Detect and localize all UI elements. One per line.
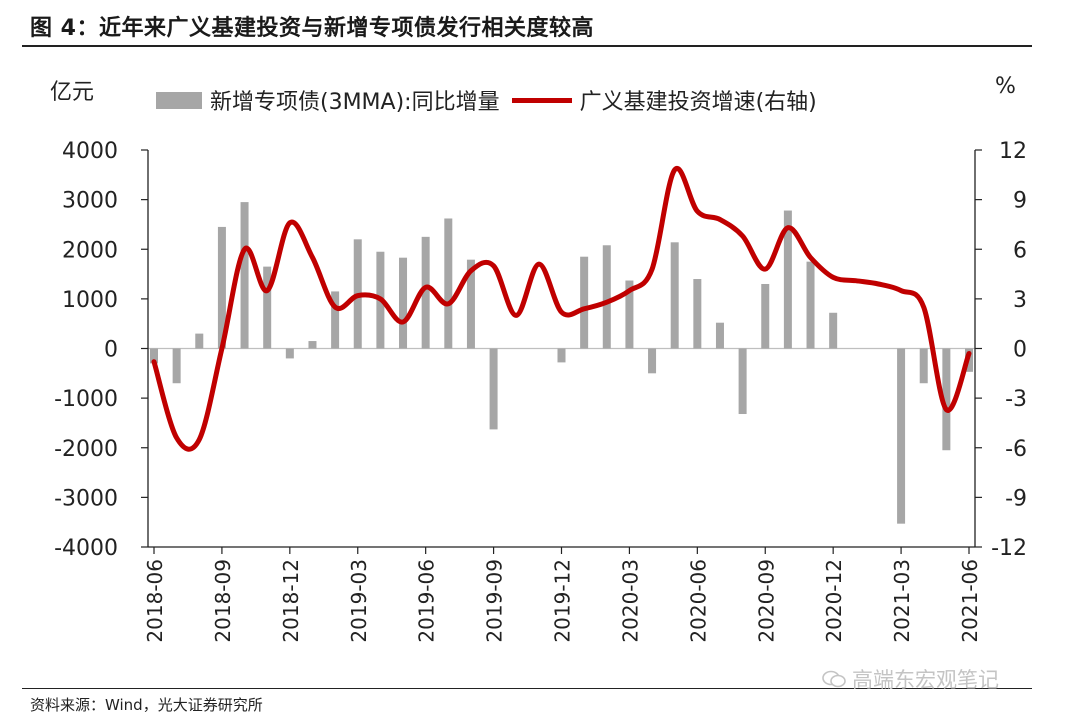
right-tick-label: -12: [991, 536, 1027, 561]
bar-2019-06: [421, 236, 430, 349]
bar-2021-05: [942, 348, 951, 451]
bar-2020-10: [783, 210, 792, 349]
source-divider: [22, 688, 1032, 689]
bar-2018-11: [263, 266, 272, 349]
right-tick-label: 9: [1013, 189, 1027, 214]
right-tick-label: 6: [1013, 238, 1027, 263]
x-tick-label: 2020-03: [618, 559, 642, 643]
title-divider: [22, 45, 1032, 47]
x-tick-label: 2021-06: [958, 559, 982, 643]
watermark: 高端东宏观笔记: [822, 664, 999, 694]
bar-2020-11: [806, 261, 815, 349]
chart-legend: 新增专项债(3MMA):同比增量 广义基建投资增速(右轴): [156, 84, 817, 116]
right-tick-label: -6: [1005, 437, 1027, 462]
bar-2019-12: [557, 348, 566, 363]
right-axis-unit: %: [995, 74, 1016, 99]
bar-2020-03: [625, 280, 634, 349]
bar-2020-01: [580, 256, 589, 349]
bar-2018-08: [195, 333, 204, 349]
left-tick-label: 4000: [62, 139, 118, 164]
legend-bar-swatch: [156, 91, 202, 109]
legend-line-label: 广义基建投资增速(右轴): [579, 90, 817, 115]
watermark-text: 高端东宏观笔记: [852, 668, 999, 692]
left-tick-label: -4000: [54, 536, 118, 561]
x-tick-label: 2020-09: [754, 559, 778, 643]
figure-title: 图 4：近年来广义基建投资与新增专项债发行相关度较高: [30, 16, 594, 41]
bar-2018-12: [285, 348, 294, 359]
x-tick-label: 2019-06: [415, 559, 439, 643]
x-tick-label: 2019-12: [551, 559, 575, 643]
right-tick-label: 3: [1013, 288, 1027, 313]
right-tick-label: -3: [1005, 387, 1027, 412]
x-tick-label: 2018-09: [211, 559, 235, 643]
bar-2021-03: [897, 348, 906, 524]
bar-2019-01: [308, 341, 317, 349]
right-tick-label: 12: [999, 139, 1027, 164]
source-note: 资料来源：Wind，光大证券研究所: [30, 696, 263, 714]
bar-2019-02: [331, 291, 340, 349]
bar-2018-09: [217, 226, 226, 349]
bar-2018-06: [150, 348, 158, 364]
x-tick-label: 2019-03: [347, 559, 371, 643]
x-tick-label: 2018-12: [279, 559, 303, 643]
right-tick-label: 0: [1013, 338, 1027, 363]
x-tick-label: 2018-06: [143, 559, 167, 643]
x-tick-label: 2021-03: [890, 559, 914, 643]
x-tick-label: 2020-06: [686, 559, 710, 643]
bar-2020-08: [738, 348, 747, 415]
bar-2018-07: [172, 348, 181, 384]
legend-bar-label: 新增专项债(3MMA):同比增量: [210, 90, 500, 115]
left-tick-label: -2000: [54, 437, 118, 462]
x-tick-label: 2020-12: [822, 559, 846, 643]
bar-2019-05: [399, 257, 408, 349]
bar-2020-02: [602, 245, 611, 349]
left-tick-label: -1000: [54, 387, 118, 412]
infrastructure-growth-line: [151, 165, 972, 452]
left-axis-unit: 亿元: [50, 80, 95, 105]
bar-2020-05: [670, 242, 679, 349]
bar-2018-10: [240, 202, 249, 349]
bar-2019-07: [444, 218, 453, 349]
bar-2020-04: [648, 348, 657, 374]
left-tick-label: 1000: [62, 288, 118, 313]
wechat-icon: [822, 670, 846, 688]
bar-2020-06: [693, 279, 702, 349]
x-tick-label: 2019-09: [483, 559, 507, 643]
left-tick-label: 3000: [62, 189, 118, 214]
left-tick-label: 2000: [62, 238, 118, 263]
bar-2020-09: [761, 283, 770, 349]
bar-2019-08: [466, 259, 475, 349]
right-tick-label: -9: [1005, 486, 1027, 511]
left-tick-label: 0: [104, 338, 118, 363]
legend-line-swatch: [511, 97, 572, 103]
left-tick-label: -3000: [54, 486, 118, 511]
bar-2020-12: [829, 312, 838, 349]
bar-2019-09: [489, 348, 498, 430]
bar-2021-04: [919, 348, 928, 384]
bar-2020-07: [715, 322, 724, 349]
